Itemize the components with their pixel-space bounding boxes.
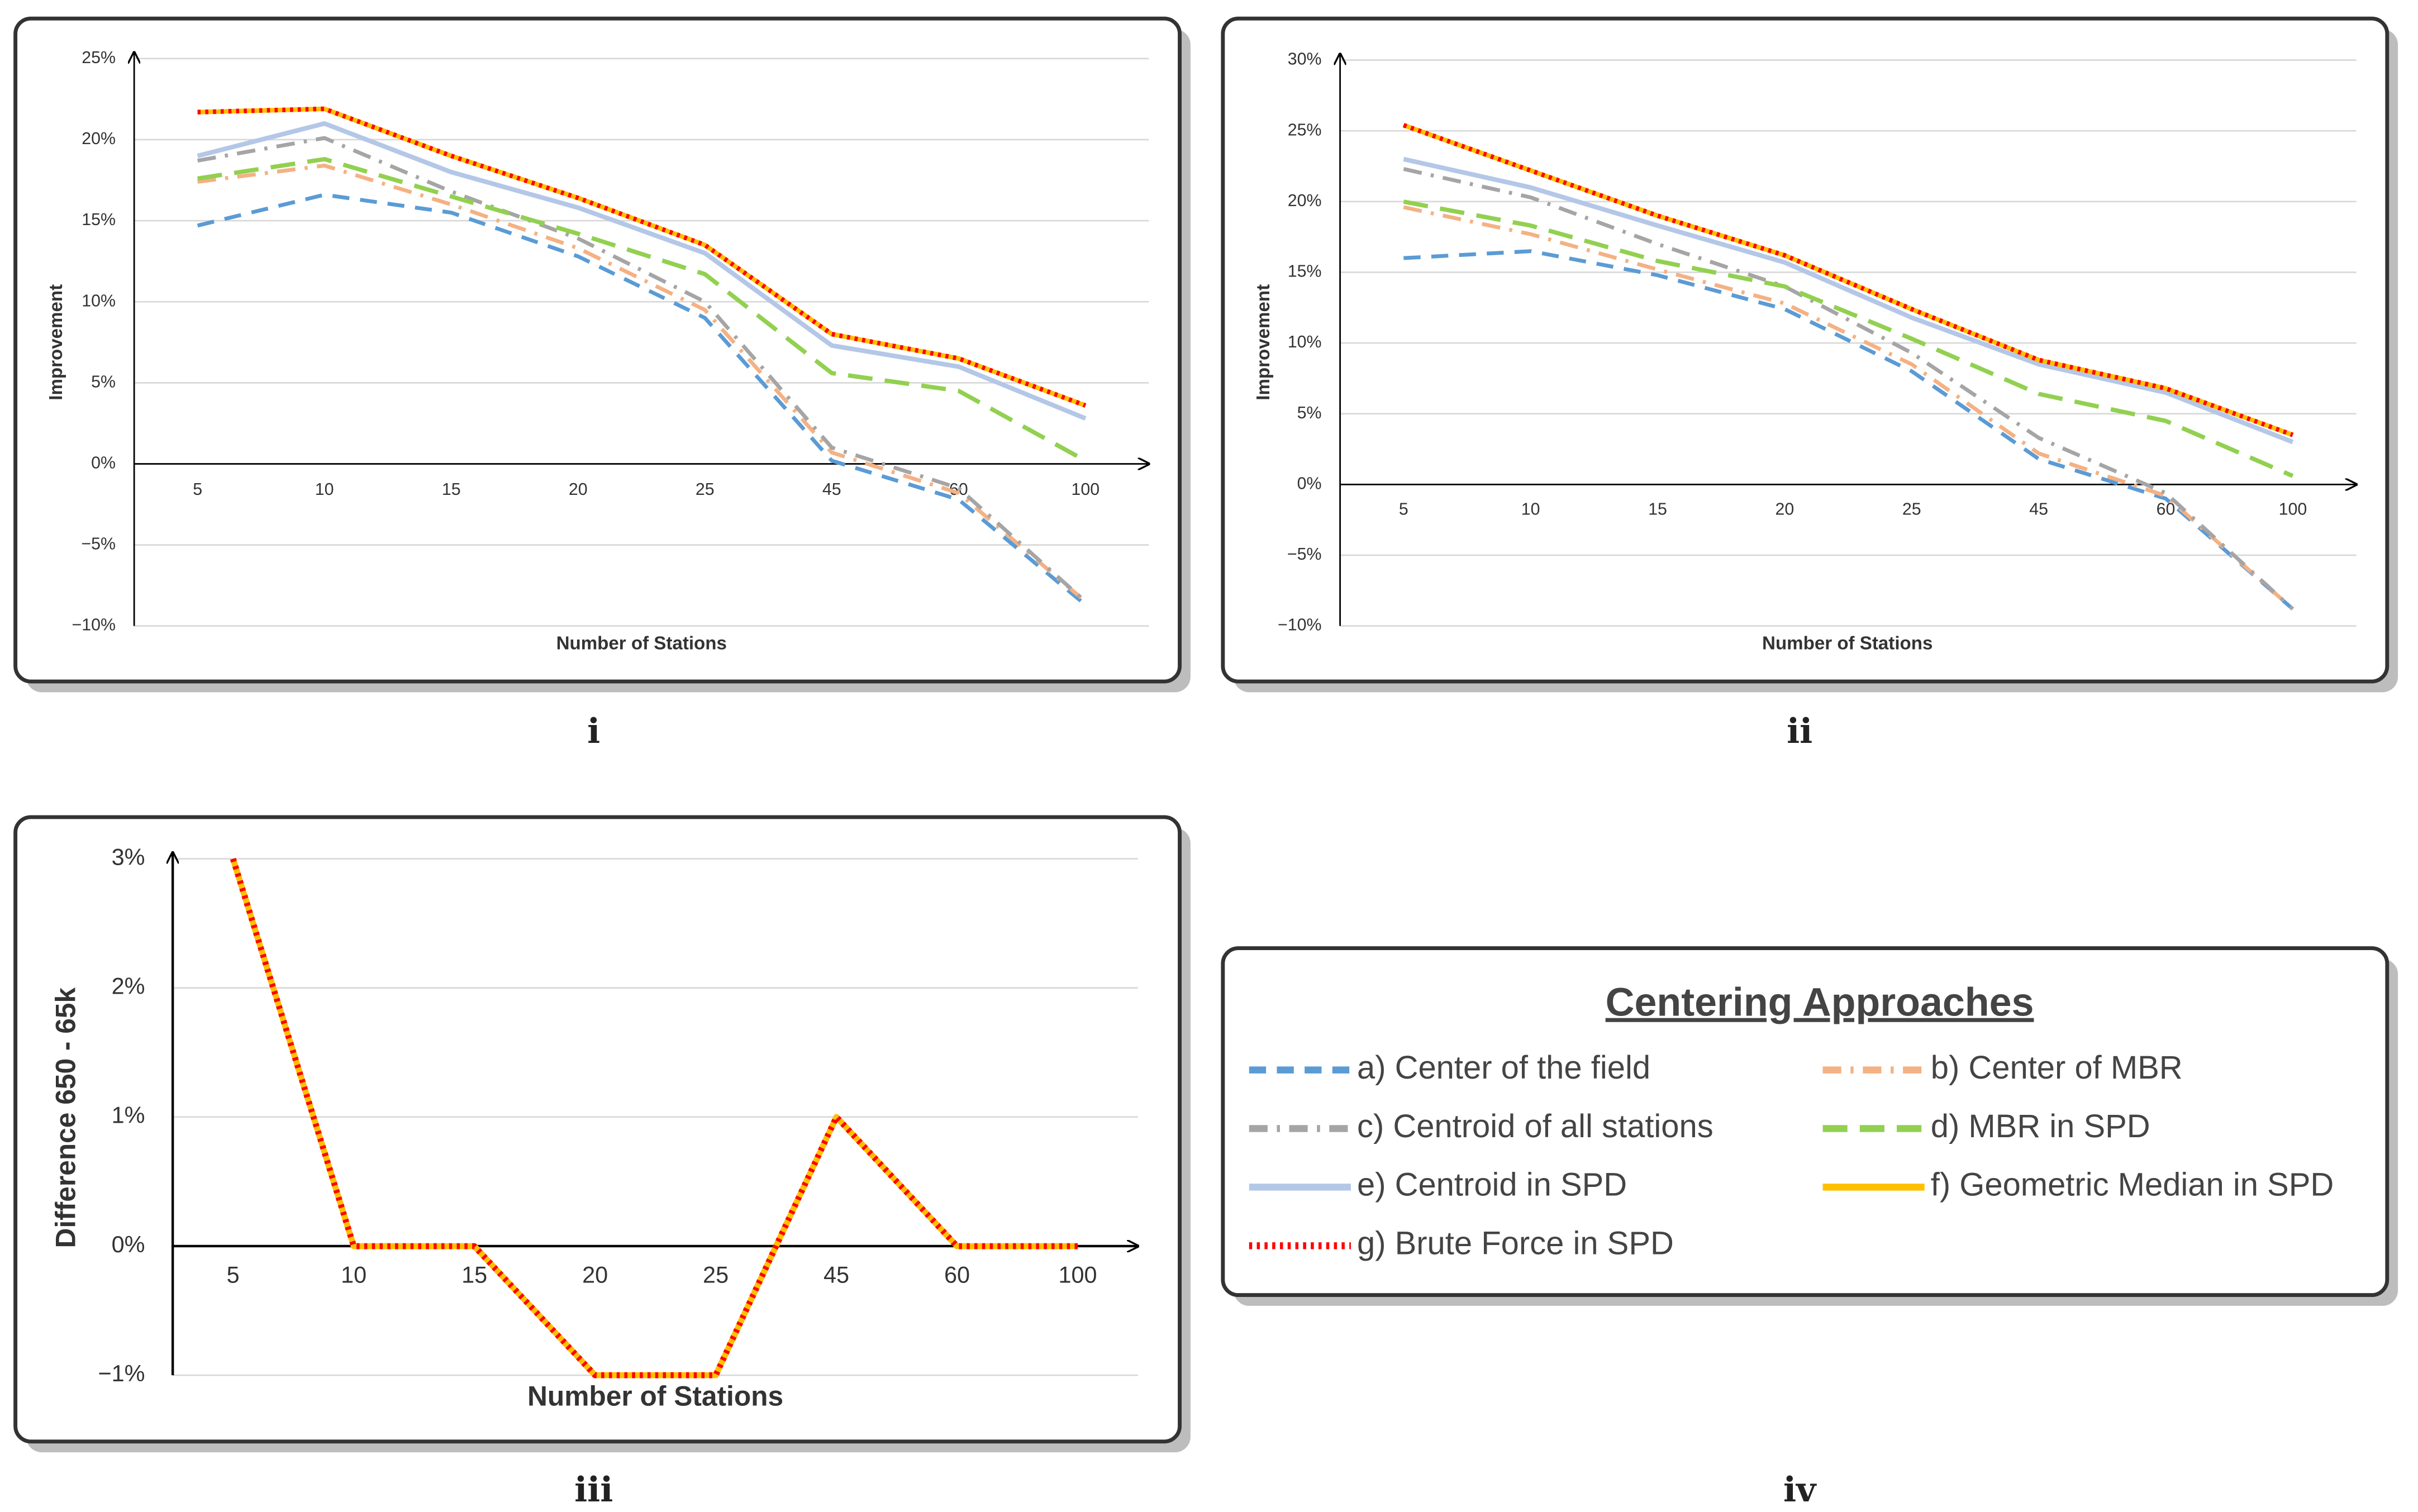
y-tick-label: 20% [1288,192,1322,210]
y-tick-label: 30% [1288,50,1322,69]
series-line [230,857,1078,1379]
series-line [197,136,1087,603]
legend-label: a) Center of the field [1357,1050,1650,1086]
y-tick-label: 3% [112,844,145,870]
y-tick-label: 0% [1297,474,1322,493]
series-line [197,157,1087,463]
panel-frames [13,16,2398,1453]
x-tick-label: 25 [1902,500,1921,519]
y-tick-label: 10% [82,292,116,310]
series-line [197,106,1087,408]
y-axis-label: Improvement [1253,284,1274,400]
legend-label: f) Geometric Median in SPD [1931,1167,2334,1203]
x-tick-label: 100 [1059,1262,1097,1287]
y-tick-label: 15% [82,211,116,229]
x-tick-label: 25 [696,480,715,499]
y-tick-label: 1% [112,1103,145,1128]
x-tick-label: 20 [1776,500,1795,519]
panel-label: iii [574,1470,613,1510]
x-tick-label: 5 [193,480,202,499]
panel [13,815,1182,1444]
y-tick-label: −10% [72,616,116,635]
series-line [1403,199,2294,478]
y-tick-label: 25% [82,49,116,67]
x-tick-label: 100 [2279,500,2307,519]
y-tick-label: −1% [98,1361,145,1386]
series-line [1403,156,2294,445]
series-line [197,193,1087,607]
y-tick-label: 25% [1288,121,1322,139]
legend-label: b) Center of MBR [1931,1050,2183,1086]
x-tick-label: 45 [822,480,841,499]
panel-label: i [587,712,600,751]
panel-label: iv [1783,1470,1817,1510]
y-tick-label: 15% [1288,263,1322,281]
legend-label: e) Centroid in SPD [1357,1167,1627,1203]
x-tick-label: 45 [2029,500,2048,519]
y-tick-label: 2% [112,974,145,999]
x-tick-label: 45 [824,1262,849,1287]
series-line [197,164,1087,603]
x-tick-label: 100 [1072,480,1100,499]
y-tick-label: −5% [1287,545,1322,564]
panel [13,16,1182,684]
series-line [1402,123,2294,437]
y-tick-label: 0% [112,1232,145,1257]
x-tick-label: 60 [944,1262,970,1287]
x-axis-label: Number of Stations [527,1381,783,1412]
y-tick-label: 0% [91,454,116,472]
series-line [1403,167,2295,610]
panel [1221,946,2390,1298]
series-line [197,121,1087,421]
x-tick-label: 15 [442,480,461,499]
y-tick-label: −5% [81,535,116,554]
x-tick-label: 5 [227,1262,240,1287]
y-axis-label: Difference 650 - 65k [50,987,82,1248]
x-axis-label: Number of Stations [1762,633,1933,654]
x-tick-label: 25 [703,1262,729,1287]
x-tick-label: 60 [2157,500,2176,519]
panel [1221,16,2390,684]
x-tick-label: 10 [315,480,334,499]
x-tick-label: 10 [341,1262,366,1287]
x-axis-label: Number of Stations [556,633,727,654]
y-tick-label: 5% [1297,404,1322,422]
y-tick-label: 5% [91,373,116,391]
y-axis-label: Improvement [46,284,66,400]
y-tick-label: −10% [1278,616,1322,635]
legend-label: g) Brute Force in SPD [1357,1226,1674,1262]
series-line [1403,249,2295,610]
legend-title: Centering Approaches [1606,980,2034,1025]
y-tick-label: 20% [82,130,116,148]
x-tick-label: 10 [1521,500,1540,519]
legend-label: c) Centroid of all stations [1357,1109,1713,1144]
y-tick-label: 10% [1288,333,1322,351]
x-tick-label: 15 [461,1262,487,1287]
x-tick-label: 20 [569,480,588,499]
x-tick-label: 20 [582,1262,608,1287]
panel-label: ii [1787,712,1812,751]
x-tick-label: 5 [1399,500,1408,519]
legend-label: d) MBR in SPD [1931,1109,2150,1144]
x-tick-label: 15 [1648,500,1667,519]
